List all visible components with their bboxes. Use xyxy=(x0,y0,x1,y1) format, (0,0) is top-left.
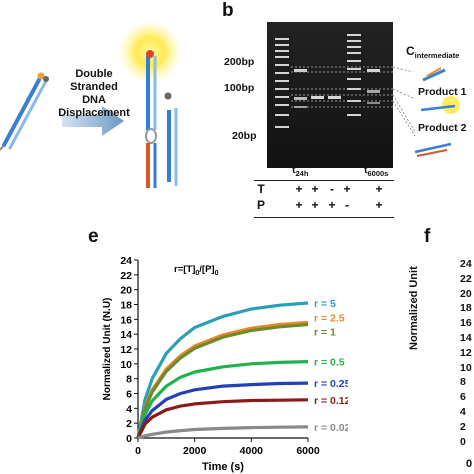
time-label-main: t xyxy=(364,164,368,176)
panel-letter-f: f xyxy=(424,226,431,247)
panel-f-tick-label: 6 xyxy=(460,391,466,404)
panel-letter-e: e xyxy=(88,226,99,247)
x-tick-label: 4000 xyxy=(240,445,264,457)
series-line xyxy=(136,322,309,439)
cell: - xyxy=(345,198,349,212)
time-label-main: t xyxy=(292,164,296,176)
y-tick-label: 22 xyxy=(120,270,132,282)
c-label-main: C xyxy=(406,44,415,58)
panel-f-tick-label: 8 xyxy=(460,376,466,389)
gel-condition-grid: T + + - + + P + + + - + xyxy=(254,180,394,218)
panel-f-tick-label: 0 xyxy=(460,435,466,448)
dsd-label-line: DNA xyxy=(82,94,106,106)
panel-f-tick-label: 12 xyxy=(460,346,472,359)
y-tick-label: 16 xyxy=(120,314,132,326)
time-label-6000s: t6000s xyxy=(364,164,388,178)
dsd-label: Double Stranded DNA Displacement xyxy=(54,68,134,120)
series-label: r = 0.5 xyxy=(314,357,345,369)
panel-f-tick-label: 16 xyxy=(460,317,472,330)
y-tick-label: 6 xyxy=(126,389,132,401)
time-label-sub: 6000s xyxy=(367,169,389,179)
series-line xyxy=(137,425,309,440)
displacement-arrow xyxy=(62,106,124,136)
cell: + xyxy=(295,182,303,196)
series-line xyxy=(136,381,309,439)
y-axis-label: Normalized Unit (N.U) xyxy=(102,298,113,401)
cell: + xyxy=(343,182,351,196)
series-line xyxy=(136,398,309,439)
cell: + xyxy=(328,198,336,212)
y-tick-label: 10 xyxy=(120,359,132,371)
c-label-sub: intermediate xyxy=(414,51,460,61)
band-label-product-1: Product 1 xyxy=(418,86,467,98)
y-tick-label: 14 xyxy=(120,329,132,341)
panel-f-axis: 24 22 20 18 16 14 12 10 8 6 4 2 0 xyxy=(434,258,474,474)
x-axis-label: Time (s) xyxy=(202,461,244,473)
y-tick-label: 20 xyxy=(120,285,132,297)
y-tick-label: 12 xyxy=(120,344,132,356)
chart-title: r=[T]0/[P]0 xyxy=(174,264,219,277)
dsd-schematic-drawing xyxy=(0,20,182,188)
panel-f-tick-label: 24 xyxy=(460,258,472,270)
dsd-label-line: Stranded xyxy=(70,81,118,93)
series-line xyxy=(136,320,309,439)
series-label: r = 1 xyxy=(314,327,336,339)
panel-f-tick-label: 4 xyxy=(460,406,466,418)
series-label: r = 0.125 xyxy=(314,395,348,407)
displaced-strands xyxy=(145,50,178,188)
cell: - xyxy=(330,182,334,196)
row-label: T xyxy=(257,182,265,196)
gel-annotation-lines xyxy=(393,66,460,157)
row-label: P xyxy=(256,198,265,212)
y-tick-label: 8 xyxy=(126,374,132,386)
gel-bands xyxy=(267,22,393,168)
panel-f-trailing-tick: 0 xyxy=(466,458,473,470)
cell: + xyxy=(311,198,319,212)
panel-letter-b: b xyxy=(222,0,234,21)
x-tick-label: 0 xyxy=(135,445,141,457)
series-line xyxy=(136,301,309,439)
dsd-label-line: Displacement xyxy=(58,107,130,119)
x-tick-label: 2000 xyxy=(183,445,207,457)
ladder-label-200bp: 200bp xyxy=(224,56,255,68)
series-label: r = 0.025 xyxy=(314,422,348,434)
cell: + xyxy=(375,198,383,212)
panel-f-tick-label: 14 xyxy=(460,332,472,344)
series-label: r = 0.25 xyxy=(314,378,348,390)
x-tick-label: 6000 xyxy=(296,445,320,457)
cell: + xyxy=(295,198,303,212)
time-label-24h: t24h xyxy=(292,164,308,178)
ladder-label-20bp: 20bp xyxy=(232,130,257,142)
duplex-probe-left xyxy=(0,72,49,151)
dsd-schematic: Double Stranded DNA Displacement xyxy=(0,0,210,200)
ladder-label-100bp: 100bp xyxy=(224,82,255,94)
series-label: r = 5 xyxy=(314,298,336,310)
y-tick-label: 0 xyxy=(126,433,132,445)
panel-f-tick-label: 18 xyxy=(460,302,472,315)
band-label-product-2: Product 2 xyxy=(418,122,467,134)
y-tick-label: 24 xyxy=(120,255,132,267)
y-tick-label: 4 xyxy=(126,403,132,415)
dsd-label-line: Double xyxy=(75,68,113,80)
series-line xyxy=(136,360,309,439)
gel-image xyxy=(267,22,393,168)
y-tick-label: 18 xyxy=(120,300,132,312)
y-tick-label: 2 xyxy=(126,418,132,430)
time-label-sub: 24h xyxy=(295,169,309,179)
panel-f-ylabel: Normalized Unit xyxy=(408,266,420,350)
panel-f-tick-label: 22 xyxy=(460,272,472,285)
cell: + xyxy=(311,182,319,196)
series-label: r = 2.5 xyxy=(314,312,345,324)
panel-f-tick-label: 10 xyxy=(460,361,472,374)
panel-f-tick-label: 2 xyxy=(460,420,466,433)
band-label-c-intermediate: Cintermediate xyxy=(406,44,459,60)
panel-f-tick-label: 20 xyxy=(460,287,472,300)
cell: + xyxy=(375,182,383,196)
